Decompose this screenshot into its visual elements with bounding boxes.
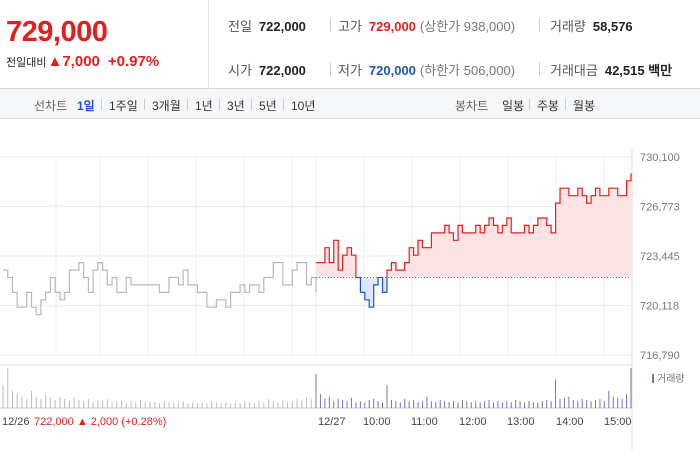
upper-limit: (상한가 938,000) <box>419 19 516 34</box>
change-label: 전일대비 <box>6 57 47 69</box>
candle-monthly[interactable]: 월봉 <box>573 99 596 113</box>
x-tick-label: 12:00 <box>459 416 487 428</box>
change-percent: +0.97% <box>107 53 160 70</box>
stat-label: 거래량 <box>550 19 586 34</box>
stat-high: 고가 729,000 (상한가 938,000) <box>338 16 515 35</box>
x-tick-label: 12/27 <box>318 416 346 428</box>
y-tick-label: 716,790 <box>640 350 680 362</box>
x-tick-label: 10:00 <box>363 416 391 428</box>
change-value: 7,000 <box>62 53 100 70</box>
y-tick-label: 726,773 <box>640 202 680 214</box>
candle-chart-label: 봉차트 <box>455 99 489 113</box>
stat-low: 저가 720,000 (하한가 506,000) <box>338 60 515 79</box>
stat-value: 722,000 <box>258 63 306 78</box>
stat-label: 고가 <box>338 19 362 34</box>
volume-legend-swatch <box>652 374 654 383</box>
period-10y[interactable]: 10년 <box>291 99 316 113</box>
period-5y[interactable]: 5년 <box>259 99 277 113</box>
up-arrow-icon: ▲ <box>47 53 63 70</box>
y-tick-label: 723,445 <box>640 251 680 263</box>
stat-volume: 거래량 58,576 <box>550 16 633 35</box>
y-tick-label: 720,118 <box>640 301 679 313</box>
divider <box>144 99 145 110</box>
x-tick-label: 15:00 <box>604 416 632 428</box>
divider <box>283 99 284 110</box>
divider <box>529 99 530 110</box>
divider <box>330 62 331 76</box>
y-tick-label: 730,100 <box>640 152 680 164</box>
x-tick-label: 13:00 <box>507 416 535 428</box>
price-summary: 729,000 전일대비▲7,000 +0.97% <box>0 0 209 89</box>
period-3m[interactable]: 3개월 <box>152 99 181 113</box>
divider <box>330 18 331 32</box>
stat-label: 거래대금 <box>550 63 598 78</box>
lower-limit: (하한가 506,000) <box>419 63 516 78</box>
stat-label: 시가 <box>228 63 252 78</box>
divider <box>251 99 252 110</box>
stat-value: 58,576 <box>592 19 633 34</box>
period-1y[interactable]: 1년 <box>195 99 213 113</box>
line-chart-label: 선차트 <box>34 99 68 113</box>
x-tick-label: 11:00 <box>411 416 438 428</box>
stat-value: 720,000 <box>368 63 416 78</box>
period-3y[interactable]: 3년 <box>227 99 245 113</box>
chart-toolbar: 선차트 1일 1주일 3개월 1년 3년 5년 10년 봉차트 일봉 주봉 월봉 <box>0 89 700 119</box>
stat-label: 저가 <box>338 63 362 78</box>
stat-amount: 거래대금 42,515 백만 <box>550 60 672 79</box>
today-line-up <box>316 173 632 278</box>
quote-header: 729,000 전일대비▲7,000 +0.97% 전일 722,000 고가 729… <box>0 0 700 89</box>
divider <box>101 99 102 110</box>
stat-value: 722,000 <box>258 19 306 34</box>
prev-day-note: 722,000 ▲ 2,000 (+0.28%) <box>34 416 166 428</box>
period-1w[interactable]: 1주일 <box>109 99 138 113</box>
stat-value: 42,515 백만 <box>604 63 673 78</box>
candle-weekly[interactable]: 주봉 <box>537 99 560 113</box>
price-chart-svg: 730,100 726,773 723,445 720,118 716,790 거래량 12… <box>0 147 685 450</box>
stat-open: 시가 722,000 <box>228 60 306 79</box>
x-tick-label: 14:00 <box>556 416 584 428</box>
period-1d[interactable]: 1일 <box>77 99 95 113</box>
current-price: 729,000 <box>6 16 108 48</box>
divider <box>187 99 188 110</box>
volume-legend: 거래량 <box>657 373 685 385</box>
stat-prev-close: 전일 722,000 <box>228 16 306 35</box>
divider <box>219 99 220 110</box>
stat-label: 전일 <box>228 19 252 34</box>
stat-value: 729,000 <box>368 19 416 34</box>
up-area-fill <box>316 173 631 278</box>
prev-day-line <box>3 262 317 316</box>
divider <box>539 18 540 32</box>
price-chart[interactable]: 730,100 726,773 723,445 720,118 716,790 거래량 12… <box>0 120 700 450</box>
quote-stats: 전일 722,000 고가 729,000 (상한가 938,000) 거래량 58,5… <box>210 0 700 89</box>
divider <box>565 99 566 110</box>
candle-daily[interactable]: 일봉 <box>502 99 525 113</box>
today-line-down <box>355 277 388 308</box>
divider <box>539 62 540 76</box>
x-tick-label: 12/26 <box>2 416 30 428</box>
price-change: 전일대비▲7,000 +0.97% <box>6 53 159 70</box>
